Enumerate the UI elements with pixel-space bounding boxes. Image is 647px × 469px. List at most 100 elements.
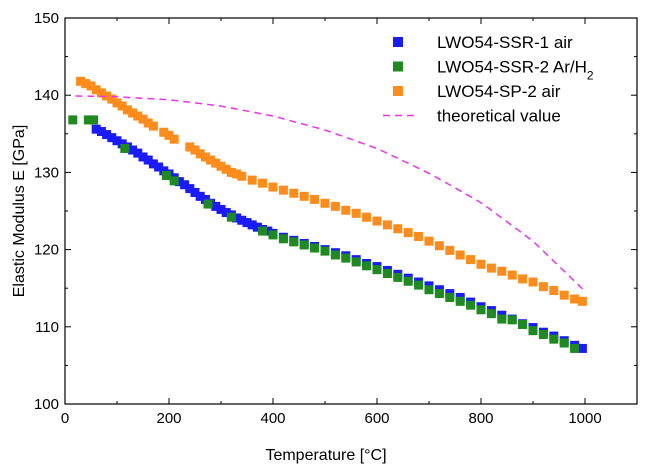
data-point bbox=[403, 276, 413, 286]
data-point bbox=[351, 257, 361, 267]
data-point bbox=[102, 130, 112, 140]
data-point bbox=[154, 162, 164, 172]
data-point bbox=[133, 111, 143, 121]
y-tick-label: 130 bbox=[34, 164, 59, 181]
data-point bbox=[138, 152, 148, 162]
data-point bbox=[268, 230, 278, 240]
data-point bbox=[310, 243, 320, 253]
data-point bbox=[455, 250, 465, 260]
x-tick-label: 0 bbox=[61, 410, 69, 427]
data-point bbox=[299, 191, 309, 201]
data-point bbox=[434, 241, 444, 251]
x-tick-label: 400 bbox=[260, 410, 285, 427]
data-point bbox=[232, 213, 242, 223]
data-point bbox=[195, 149, 205, 159]
data-point bbox=[528, 326, 538, 336]
data-point bbox=[122, 105, 132, 115]
data-point bbox=[549, 286, 559, 296]
data-point bbox=[190, 187, 200, 197]
data-point bbox=[268, 182, 278, 192]
data-point bbox=[372, 216, 382, 226]
data-point bbox=[289, 188, 299, 198]
data-point bbox=[164, 130, 174, 140]
series-2 bbox=[76, 76, 587, 306]
data-point bbox=[497, 266, 507, 276]
data-point bbox=[330, 201, 340, 211]
data-point bbox=[232, 169, 242, 179]
series-3 bbox=[75, 95, 586, 292]
data-point bbox=[258, 226, 268, 236]
data-point bbox=[263, 226, 273, 236]
data-point bbox=[341, 253, 351, 263]
data-point bbox=[159, 166, 169, 176]
data-point bbox=[424, 236, 434, 246]
y-tick-label: 100 bbox=[34, 396, 59, 413]
legend-square-marker bbox=[393, 61, 403, 72]
data-point bbox=[320, 198, 330, 208]
y-tick-label: 110 bbox=[35, 319, 59, 336]
data-point bbox=[445, 292, 455, 302]
x-tick-label: 200 bbox=[156, 410, 181, 427]
data-point bbox=[216, 161, 226, 171]
data-point bbox=[206, 155, 216, 165]
data-point bbox=[299, 240, 309, 250]
data-point bbox=[466, 300, 476, 310]
data-point bbox=[128, 145, 138, 155]
data-point bbox=[455, 296, 465, 306]
data-point bbox=[185, 142, 195, 152]
data-point bbox=[83, 115, 93, 125]
data-point bbox=[143, 118, 153, 128]
data-point bbox=[518, 319, 528, 329]
data-point bbox=[570, 343, 580, 353]
x-axis-title: Temperature [°C] bbox=[265, 447, 386, 464]
data-point bbox=[138, 114, 148, 124]
data-point bbox=[91, 85, 101, 95]
legend-label: theoretical value bbox=[437, 107, 561, 126]
data-point bbox=[195, 191, 205, 201]
data-point bbox=[528, 277, 538, 287]
data-point bbox=[226, 167, 236, 177]
plot-axes: 0 200 400 600 800 1000 100 110 120 130 140 150 Tempe… bbox=[11, 10, 638, 464]
data-point bbox=[424, 285, 434, 295]
data-point bbox=[180, 180, 190, 190]
data-point bbox=[107, 94, 117, 104]
data-point bbox=[351, 208, 361, 218]
data-point bbox=[237, 171, 247, 181]
data-point bbox=[237, 215, 247, 225]
data-point bbox=[310, 194, 320, 204]
data-point bbox=[252, 222, 262, 232]
data-point bbox=[117, 101, 127, 111]
data-point bbox=[278, 234, 288, 244]
legend-label: LWO54-SSR-1 air bbox=[437, 33, 573, 52]
data-point bbox=[96, 126, 106, 136]
data-point bbox=[393, 272, 403, 282]
legend-square-marker bbox=[393, 86, 403, 96]
data-point bbox=[112, 98, 122, 108]
data-point bbox=[372, 265, 382, 275]
y-tick-label: 120 bbox=[34, 242, 59, 259]
data-point bbox=[434, 289, 444, 299]
data-point bbox=[216, 204, 226, 214]
data-point bbox=[382, 269, 392, 279]
data-point bbox=[577, 296, 587, 306]
data-point bbox=[476, 305, 486, 315]
data-point bbox=[518, 274, 528, 284]
data-point bbox=[96, 88, 106, 98]
data-point bbox=[76, 76, 86, 86]
data-point bbox=[278, 185, 288, 195]
legend-square-marker bbox=[393, 37, 403, 47]
data-point bbox=[289, 237, 299, 247]
data-point bbox=[211, 158, 221, 168]
data-point bbox=[200, 152, 210, 162]
data-point bbox=[486, 263, 496, 273]
data-point bbox=[117, 139, 127, 149]
data-point bbox=[486, 309, 496, 319]
data-point bbox=[538, 330, 548, 340]
data-point bbox=[341, 205, 351, 215]
data-point bbox=[91, 124, 101, 134]
series-1 bbox=[68, 115, 580, 353]
data-point bbox=[143, 155, 153, 165]
data-point bbox=[445, 245, 455, 255]
data-point bbox=[169, 134, 179, 144]
